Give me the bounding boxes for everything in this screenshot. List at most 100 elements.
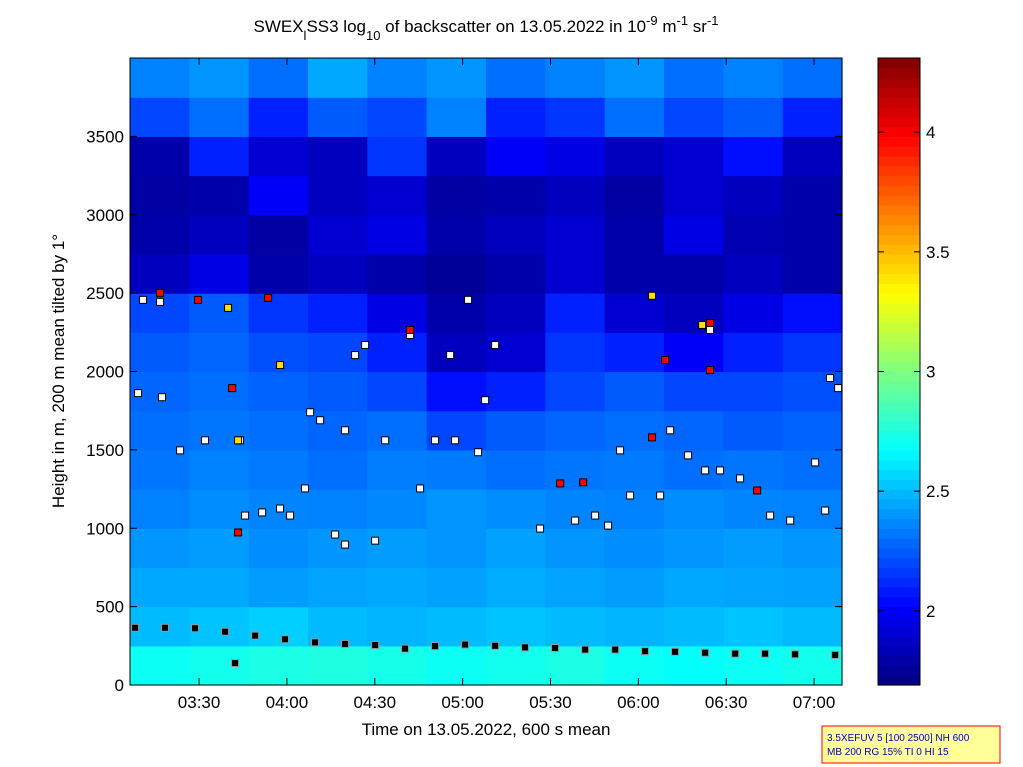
heatmap-cell — [486, 410, 546, 451]
cloud-marker — [194, 295, 203, 304]
x-tick-label: 07:00 — [793, 693, 836, 712]
heatmap-cell — [130, 253, 190, 294]
heatmap-cell — [308, 136, 368, 177]
colorbar-step — [878, 498, 920, 510]
heatmap-cell — [189, 410, 250, 451]
cloud-marker — [579, 478, 588, 487]
heatmap-cell — [189, 97, 250, 137]
heatmap-cell — [248, 371, 309, 412]
heatmap-cell — [545, 214, 606, 255]
cloud-marker — [474, 448, 483, 457]
y-tick-label: 3500 — [86, 127, 124, 146]
heatmap-cell — [426, 606, 487, 647]
heatmap-cell — [545, 410, 606, 451]
heatmap-cell — [723, 136, 784, 177]
heatmap-cell — [130, 528, 190, 569]
heatmap-cell — [664, 58, 724, 98]
heatmap-cell — [130, 489, 190, 529]
title-part: m — [658, 17, 677, 36]
heatmap-cell — [189, 253, 250, 294]
heatmap-cell — [308, 97, 368, 137]
cloud-marker — [341, 639, 350, 648]
heatmap-cell — [426, 97, 487, 137]
colorbar-step — [878, 547, 920, 559]
heatmap-cell — [248, 136, 309, 177]
cloud-marker — [431, 436, 440, 445]
colorbar-step — [878, 528, 920, 539]
heatmap-cell — [723, 293, 784, 333]
cloud-marker — [626, 491, 635, 500]
colorbar-step — [878, 391, 920, 402]
colorbar-step — [878, 195, 920, 206]
cloud-marker — [834, 384, 843, 393]
heatmap-cell — [782, 253, 843, 294]
heatmap-cell — [486, 606, 546, 647]
cloud-marker — [666, 426, 675, 435]
heatmap-cell — [308, 449, 368, 490]
title-part: -9 — [646, 13, 658, 28]
cloud-marker — [311, 638, 320, 647]
heatmap-cell — [426, 449, 487, 490]
cloud-marker — [731, 649, 740, 658]
cloud-marker — [431, 642, 440, 651]
heatmap-cell — [604, 410, 665, 451]
heatmap-cell — [486, 449, 546, 490]
cloud-marker — [716, 466, 725, 475]
colorbar-tick-label: 2 — [926, 602, 935, 621]
heatmap-cell — [426, 489, 487, 529]
heatmap-cell — [248, 97, 309, 137]
heatmap-cell — [782, 136, 843, 177]
heatmap-cell — [486, 371, 546, 412]
colorbar-step — [878, 577, 920, 588]
cloud-marker — [641, 647, 650, 656]
heatmap-cell — [248, 293, 309, 333]
heatmap-cell — [426, 371, 487, 412]
cloud-marker — [160, 623, 169, 632]
heatmap-cell — [367, 214, 428, 255]
cloud-marker — [176, 446, 185, 455]
colorbar-step — [878, 67, 920, 79]
y-tick-label: 3000 — [86, 206, 124, 225]
cloud-marker — [251, 631, 260, 640]
colorbar-step — [878, 616, 920, 627]
heatmap-cell — [723, 449, 784, 490]
colorbar-step — [878, 567, 920, 578]
heatmap-cell — [308, 645, 368, 686]
cloud-marker — [736, 474, 745, 483]
colorbar-step — [878, 459, 920, 471]
cloud-marker — [306, 408, 315, 417]
cloud-marker — [706, 366, 715, 375]
cloud-marker — [671, 647, 680, 656]
heatmap-cell — [426, 528, 487, 569]
heatmap-cell — [367, 645, 428, 686]
heatmap-cell — [367, 332, 428, 373]
colorbar-step — [878, 58, 920, 69]
cloud-marker — [341, 540, 350, 549]
heatmap-cell — [308, 253, 368, 294]
heatmap-cell — [723, 214, 784, 255]
heatmap-cell — [248, 58, 309, 98]
cloud-marker — [416, 484, 425, 493]
heatmap-cell — [664, 449, 724, 490]
cloud-marker — [611, 645, 620, 654]
cloud-marker — [491, 641, 500, 650]
heatmap-cell — [723, 410, 784, 451]
cloud-marker — [684, 451, 693, 460]
heatmap-cell — [604, 567, 665, 608]
colorbar-step — [878, 596, 920, 608]
y-axis-label: Height in m, 200 m mean tilted by 1° — [49, 234, 68, 508]
colorbar-step — [878, 185, 920, 196]
colorbar-step — [878, 351, 920, 363]
heatmap-cell — [248, 528, 309, 569]
cloud-marker — [556, 479, 565, 488]
heatmap-cell — [664, 528, 724, 569]
heatmap-cell — [308, 567, 368, 608]
heatmap-cell — [426, 214, 487, 255]
heatmap-cell — [545, 332, 606, 373]
heatmap-cell — [367, 567, 428, 608]
colorbar-step — [878, 361, 920, 373]
heatmap-cell — [664, 567, 724, 608]
colorbar-step — [878, 302, 920, 314]
heatmap-cell — [130, 214, 190, 255]
colorbar-step — [878, 508, 920, 520]
